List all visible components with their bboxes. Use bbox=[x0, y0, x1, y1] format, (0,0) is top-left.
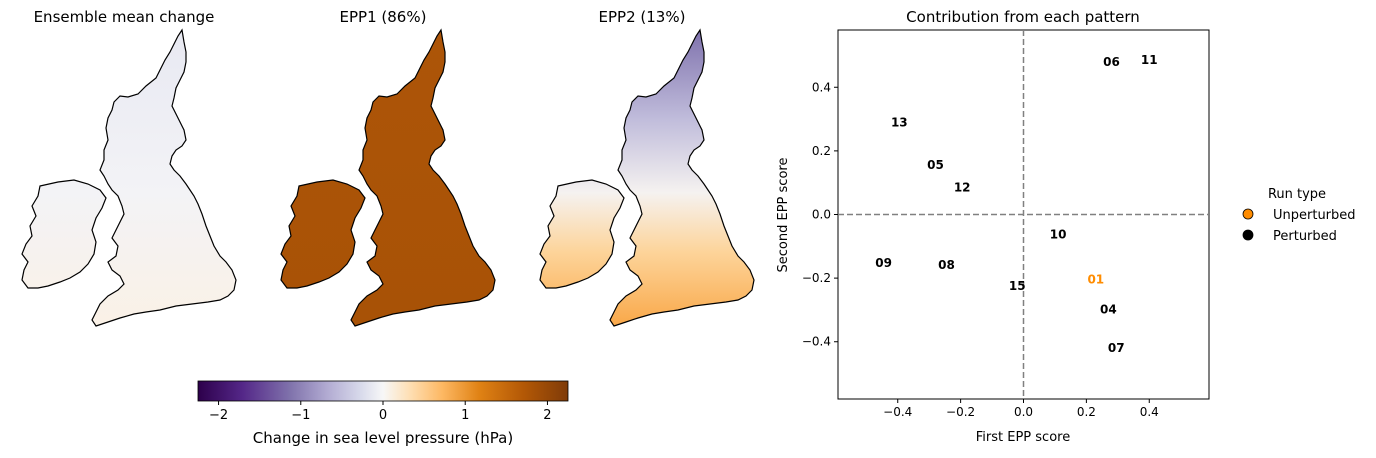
map-title-epp1: EPP1 (86%) bbox=[340, 8, 427, 26]
legend-marker-perturbed bbox=[1242, 229, 1254, 241]
map-title-epp2: EPP2 (13%) bbox=[599, 8, 686, 26]
colorbar-tick-label: 1 bbox=[461, 408, 469, 423]
uk-map-epp2 bbox=[539, 29, 755, 327]
colorbar-tick-label: 0 bbox=[379, 408, 387, 423]
point-label: 05 bbox=[927, 158, 944, 172]
point-label: 10 bbox=[1050, 228, 1067, 242]
chart-title: Contribution from each pattern bbox=[906, 8, 1140, 26]
legend-label-unperturbed: Unperturbed bbox=[1273, 208, 1356, 223]
uk-map-ensemble-mean bbox=[21, 29, 237, 327]
map-title-mean: Ensemble mean change bbox=[34, 8, 215, 26]
point-label: 09 bbox=[875, 256, 892, 270]
point-label: 11 bbox=[1141, 53, 1158, 67]
colorbar-tick-label: 2 bbox=[543, 408, 551, 423]
colorbar bbox=[197, 380, 569, 402]
y-tick-label: 0.0 bbox=[812, 208, 831, 222]
y-axis-label: Second EPP score bbox=[776, 158, 791, 273]
legend: Run type Unperturbed Perturbed bbox=[1242, 187, 1356, 244]
y-tick-label: −0.2 bbox=[802, 271, 831, 285]
x-tick-label: −0.4 bbox=[883, 405, 912, 419]
scatter-plot: −0.4 −0.2 0.0 0.2 0.4 −0.4 −0.2 0.0 0.2 0.4 06 11 13… bbox=[802, 29, 1210, 419]
legend-title: Run type bbox=[1268, 187, 1326, 202]
colorbar-tick-label: −1 bbox=[291, 408, 310, 423]
x-tick-label: 0.2 bbox=[1077, 405, 1096, 419]
colorbar-tick-label: −2 bbox=[209, 408, 228, 423]
uk-map-epp1 bbox=[280, 29, 496, 327]
legend-label-perturbed: Perturbed bbox=[1273, 229, 1337, 244]
y-tick-label: −0.4 bbox=[802, 335, 831, 349]
point-label: 12 bbox=[954, 180, 971, 194]
x-tick-label: −0.2 bbox=[946, 405, 975, 419]
colorbar-ticks: −2 −1 0 1 2 bbox=[209, 401, 552, 423]
x-tick-label: 0.0 bbox=[1014, 405, 1033, 419]
y-tick-label: 0.4 bbox=[812, 80, 831, 94]
point-label: 01 bbox=[1087, 273, 1104, 287]
y-tick-label: 0.2 bbox=[812, 144, 831, 158]
point-label: 06 bbox=[1103, 55, 1120, 69]
point-label: 08 bbox=[938, 258, 955, 272]
point-label: 13 bbox=[891, 115, 908, 129]
x-axis-label: First EPP score bbox=[976, 430, 1070, 445]
point-label: 04 bbox=[1100, 302, 1117, 316]
colorbar-label: Change in sea level pressure (hPa) bbox=[253, 429, 513, 447]
point-label: 07 bbox=[1108, 341, 1125, 355]
legend-marker-unperturbed bbox=[1242, 208, 1254, 220]
point-label: 15 bbox=[1009, 279, 1026, 293]
x-tick-label: 0.4 bbox=[1140, 405, 1159, 419]
